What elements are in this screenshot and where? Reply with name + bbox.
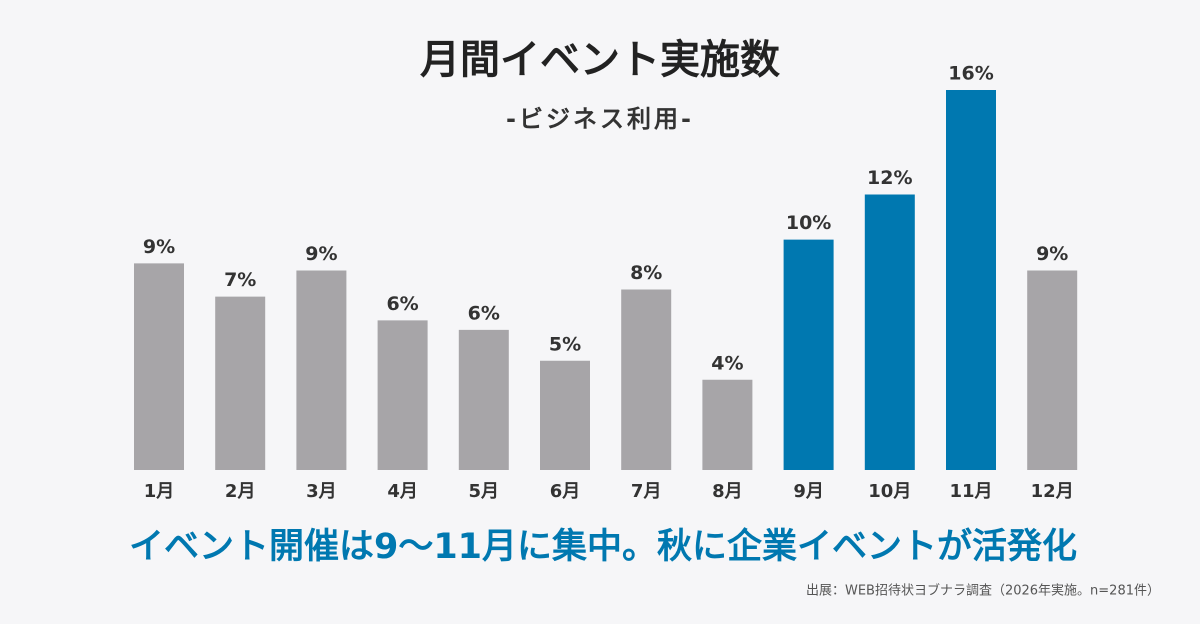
x-tick-label: 9月 [793, 481, 824, 502]
value-label: 4% [711, 352, 743, 374]
bar [864, 194, 915, 470]
bar [458, 329, 509, 470]
value-label: 6% [386, 293, 418, 315]
bar [215, 296, 266, 470]
bar [702, 379, 753, 470]
bar [783, 239, 834, 470]
value-label: 9% [305, 243, 337, 265]
x-tick-label: 5月 [469, 481, 500, 502]
bar [621, 289, 672, 470]
x-tick-label: 12月 [1031, 481, 1074, 502]
bar [946, 90, 996, 470]
bar [377, 320, 428, 470]
x-tick-label: 1月 [144, 481, 175, 502]
x-tick-label: 6月 [550, 481, 581, 502]
chart-title: 月間イベント実施数 [420, 37, 780, 83]
value-label: 9% [143, 236, 175, 258]
value-label: 12% [867, 167, 912, 189]
value-label: 5% [549, 333, 581, 355]
value-label: 9% [1036, 243, 1068, 265]
x-tick-label: 2月 [225, 481, 256, 502]
bar [1027, 270, 1078, 470]
headline: イベント開催は9〜11月に集中。秋に企業イベントが活発化 [129, 526, 1077, 567]
value-label: 7% [224, 269, 256, 291]
chart-subtitle: -ビジネス利用- [506, 105, 694, 133]
x-tick-label: 10月 [868, 481, 911, 502]
x-tick-label: 11月 [949, 481, 992, 502]
x-tick-label: 7月 [631, 481, 662, 502]
bar [540, 360, 590, 470]
value-label: 6% [468, 302, 500, 324]
x-tick-label: 4月 [387, 481, 418, 502]
bar [296, 270, 347, 470]
bar [134, 263, 184, 470]
x-tick-label: 8月 [712, 481, 743, 502]
value-label: 16% [948, 63, 993, 85]
x-tick-label: 3月 [306, 481, 337, 502]
value-label: 8% [630, 262, 662, 284]
value-label: 10% [786, 212, 831, 234]
source-note: 出展：WEB招待状ヨブナラ調査（2026年実施。n=281件） [806, 583, 1160, 599]
